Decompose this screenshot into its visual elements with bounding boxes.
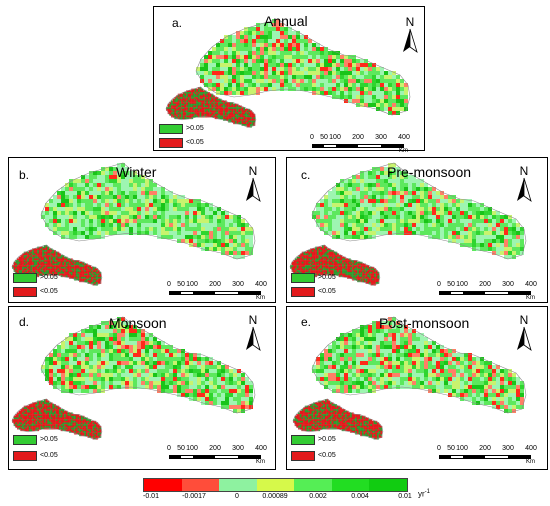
colorbar-tick-label: 0.01 bbox=[398, 493, 412, 500]
trend-colorbar bbox=[143, 478, 408, 492]
panel-monsoon: d. Monsoon N >0.05 <0.05 0 50 100 200 30… bbox=[8, 306, 276, 470]
trend-map-annual bbox=[195, 18, 411, 116]
panel-letter: a. bbox=[172, 16, 183, 30]
colorbar-unit: yr-1 bbox=[418, 489, 431, 499]
panel-title: Pre-monsoon bbox=[387, 164, 472, 180]
legend-swatch bbox=[291, 451, 315, 461]
panel-title: Winter bbox=[116, 164, 157, 180]
legend-swatch bbox=[291, 287, 315, 297]
trend-map-premonsoon bbox=[311, 162, 527, 260]
colorbar-segment bbox=[369, 479, 408, 491]
colorbar-tick-label: 0.002 bbox=[309, 493, 327, 500]
colorbar-tick-label: -0.0017 bbox=[182, 493, 206, 500]
colorbar-tick-label: 0.00089 bbox=[262, 493, 288, 500]
significance-map-annual bbox=[165, 86, 257, 128]
legend-swatch bbox=[13, 287, 37, 297]
legend-swatch bbox=[159, 138, 183, 148]
north-arrow-icon: N bbox=[512, 164, 536, 204]
legend-swatch bbox=[159, 124, 183, 134]
trend-map-winter bbox=[40, 162, 256, 260]
panel-letter: b. bbox=[19, 168, 30, 182]
colorbar-tick-label: 0.004 bbox=[351, 493, 369, 500]
north-arrow-icon: N bbox=[241, 164, 265, 204]
panel-annual: a. Annual N >0.05 <0.05 0 50 100 200 300… bbox=[153, 6, 425, 154]
colorbar-segment bbox=[331, 479, 370, 491]
colorbar-segment bbox=[256, 479, 295, 491]
legend-swatch bbox=[291, 435, 315, 445]
legend-swatch bbox=[13, 273, 37, 283]
colorbar-segment bbox=[219, 479, 257, 491]
panel-letter: d. bbox=[19, 315, 30, 329]
panel-postmonsoon: e. Post-monsoon N >0.05 <0.05 0 50 100 2… bbox=[286, 306, 548, 470]
colorbar-tick-label: 0 bbox=[235, 493, 239, 500]
scale-bar: 0 50 100 200 300 400 Km bbox=[437, 281, 537, 301]
significance-map-postmonsoon bbox=[292, 398, 384, 440]
panel-title: Monsoon bbox=[109, 315, 167, 331]
colorbar-tick-label: -0.01 bbox=[143, 493, 159, 500]
scale-bar: 0 50 100 200 300 400 Km bbox=[167, 281, 267, 301]
panel-title: Annual bbox=[264, 13, 308, 29]
significance-map-winter bbox=[11, 244, 103, 286]
scale-bar: 0 50 100 200 300 400 Km bbox=[310, 134, 410, 154]
scale-bar: 0 50 100 200 300 400 Km bbox=[437, 445, 537, 465]
panel-winter: b. Winter N >0.05 <0.05 0 50 100 200 300… bbox=[8, 157, 276, 303]
panel-letter: e. bbox=[301, 315, 312, 329]
colorbar-segment bbox=[181, 479, 220, 491]
north-arrow-icon: N bbox=[398, 15, 422, 55]
legend-swatch bbox=[13, 435, 37, 445]
colorbar-segment bbox=[294, 479, 332, 491]
legend-swatch bbox=[13, 451, 37, 461]
north-arrow-icon: N bbox=[512, 313, 536, 353]
trend-map-postmonsoon bbox=[311, 316, 527, 414]
north-arrow-icon: N bbox=[241, 313, 265, 353]
significance-map-monsoon bbox=[11, 398, 103, 440]
panel-premonsoon: c. Pre-monsoon N >0.05 <0.05 0 50 100 20… bbox=[286, 157, 548, 303]
colorbar-segment bbox=[144, 479, 182, 491]
panel-letter: c. bbox=[301, 168, 311, 182]
panel-title: Post-monsoon bbox=[379, 315, 470, 331]
trend-map-monsoon bbox=[40, 316, 256, 414]
legend-swatch bbox=[291, 273, 315, 283]
scale-bar: 0 50 100 200 300 400 Km bbox=[167, 445, 267, 465]
